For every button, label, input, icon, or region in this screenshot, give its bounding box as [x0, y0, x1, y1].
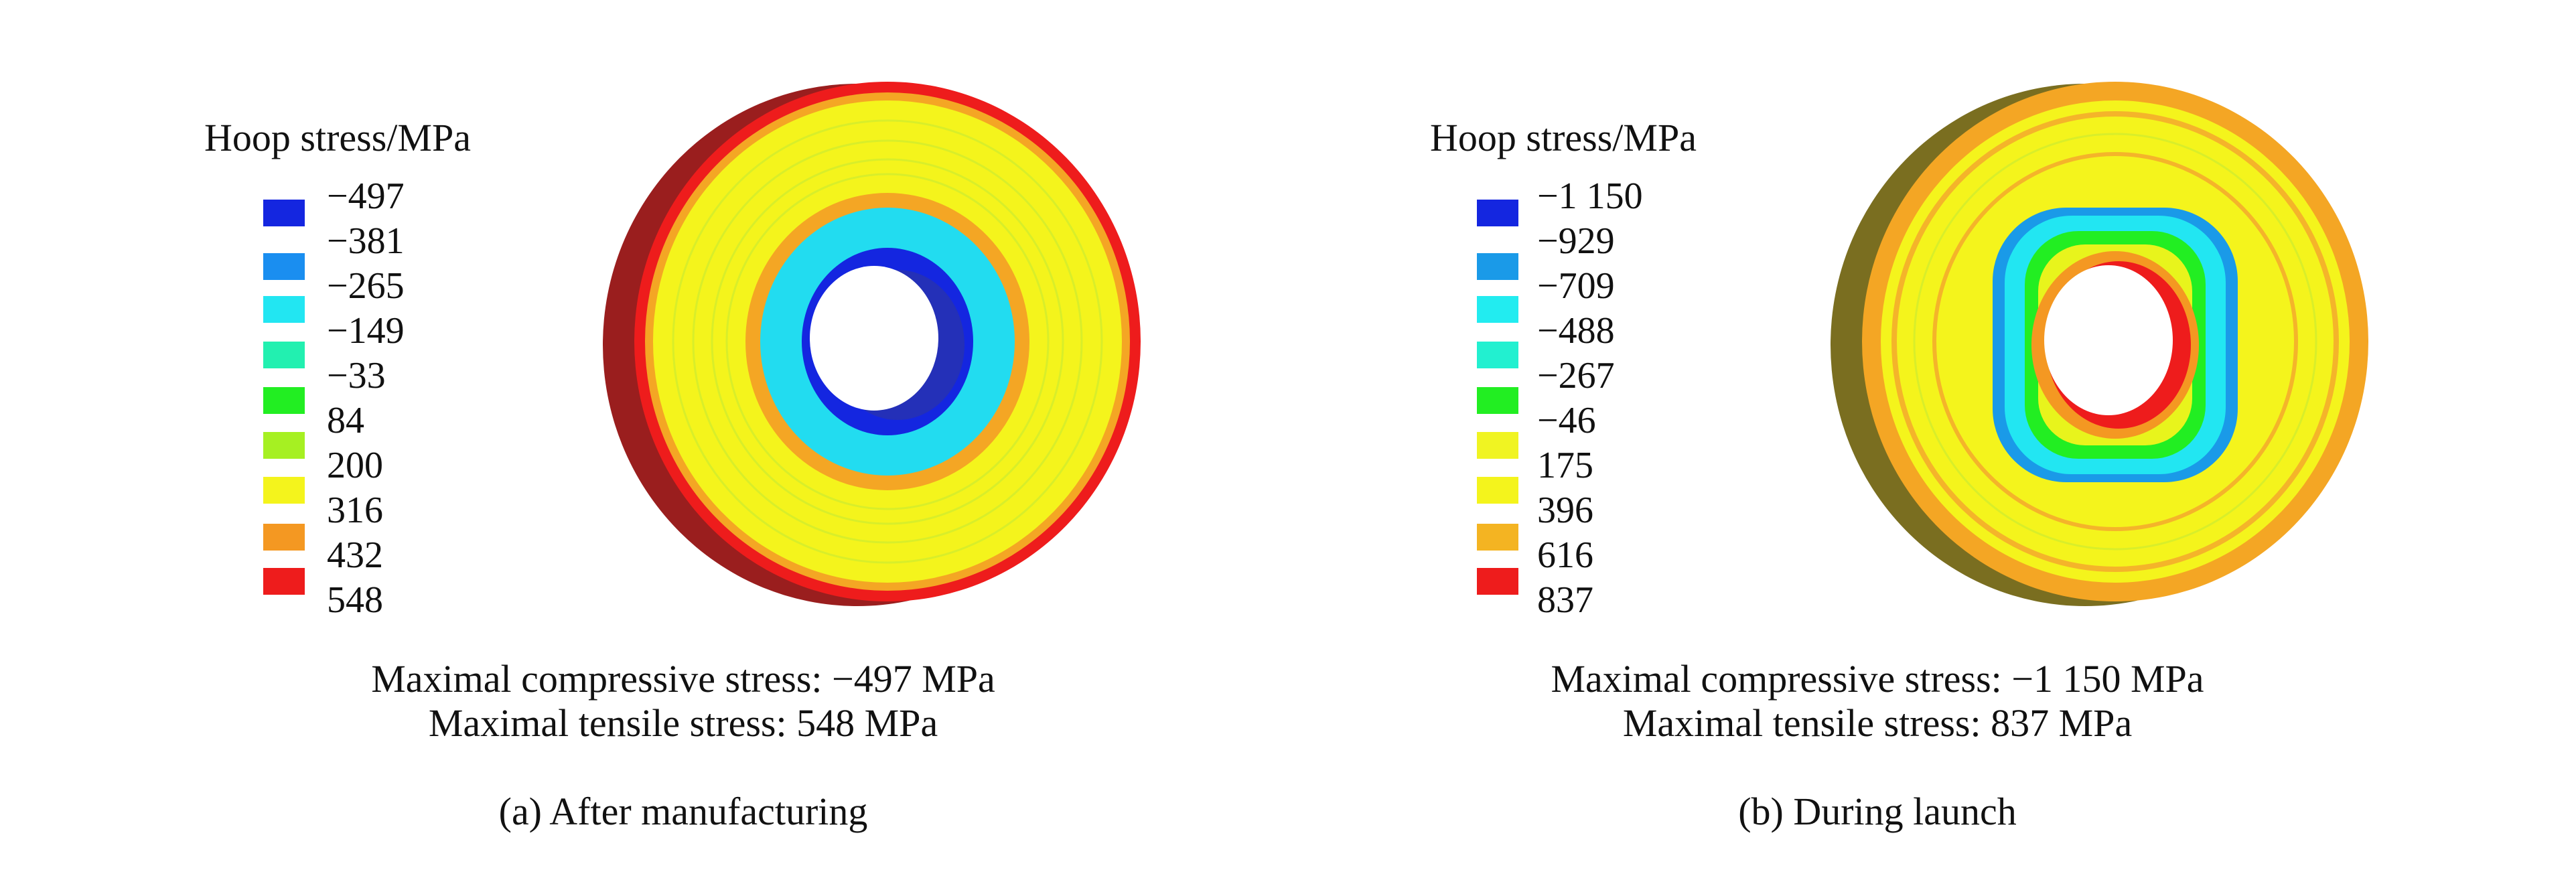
- legend-tick: 432: [327, 534, 383, 576]
- legend-swatch: [1477, 200, 1518, 226]
- legend-swatch: [1477, 477, 1518, 504]
- legend-tick: −265: [327, 265, 405, 307]
- legend-swatch: [263, 253, 305, 280]
- legend-tick: −149: [327, 310, 405, 352]
- legend-swatch: [1477, 524, 1518, 551]
- legend-tick: −929: [1537, 220, 1615, 262]
- panel-caption: (b) During launch: [1738, 790, 2017, 833]
- legend-tick: −1 150: [1537, 175, 1643, 217]
- legend-tick: 200: [327, 445, 383, 486]
- legend-swatch: [263, 477, 305, 504]
- legend-tick: −497: [327, 175, 405, 217]
- panel-caption: (a) After manufacturing: [498, 790, 868, 833]
- legend-swatch: [1477, 253, 1518, 280]
- legend-tick: 548: [327, 579, 383, 621]
- legend-tick: −488: [1537, 310, 1615, 352]
- legend-tick: 175: [1537, 445, 1593, 486]
- legend-swatch: [263, 524, 305, 551]
- legend-swatch: [1477, 432, 1518, 459]
- legend-swatch: [263, 296, 305, 323]
- legend-tick: 316: [327, 490, 383, 531]
- legend-tick: −33: [327, 355, 386, 396]
- max-compressive-note: Maximal compressive stress: −1 150 MPa: [1551, 657, 2204, 701]
- legend-swatch: [1477, 387, 1518, 414]
- disk-contour-plot-b: [1831, 82, 2368, 606]
- legend-title: Hoop stress/MPa: [1430, 116, 1697, 159]
- panel-after-manufacturing: Hoop stress/MPa −497 −381 −265 −149 −33 …: [204, 82, 1141, 833]
- panel-during-launch: Hoop stress/MPa −1 150 −929 −709 −488 −2…: [1288, 0, 2576, 870]
- legend-swatch: [1477, 342, 1518, 368]
- legend-tick: −46: [1537, 400, 1596, 441]
- legend-tick: 396: [1537, 490, 1593, 531]
- legend-title: Hoop stress/MPa: [204, 116, 471, 159]
- legend-swatch: [263, 342, 305, 368]
- max-tensile-note: Maximal tensile stress: 837 MPa: [1622, 701, 2133, 745]
- legend-tick: −709: [1537, 265, 1615, 307]
- bore-hole: [2044, 265, 2173, 415]
- legend-swatch: [263, 387, 305, 414]
- legend-swatch: [263, 568, 305, 595]
- legend-swatch: [263, 432, 305, 459]
- legend-tick: 616: [1537, 534, 1593, 576]
- bore-hole: [810, 266, 938, 411]
- legend-tick: 837: [1537, 579, 1593, 621]
- legend-tick: −267: [1537, 355, 1615, 396]
- legend-tick: −381: [327, 220, 405, 262]
- legend-swatch: [1477, 568, 1518, 595]
- legend-swatch: [263, 200, 305, 226]
- legend-swatch: [1477, 296, 1518, 323]
- disk-contour-plot-a: [603, 82, 1141, 606]
- legend-tick: 84: [327, 400, 364, 441]
- max-tensile-note: Maximal tensile stress: 548 MPa: [428, 701, 938, 745]
- max-compressive-note: Maximal compressive stress: −497 MPa: [371, 657, 995, 701]
